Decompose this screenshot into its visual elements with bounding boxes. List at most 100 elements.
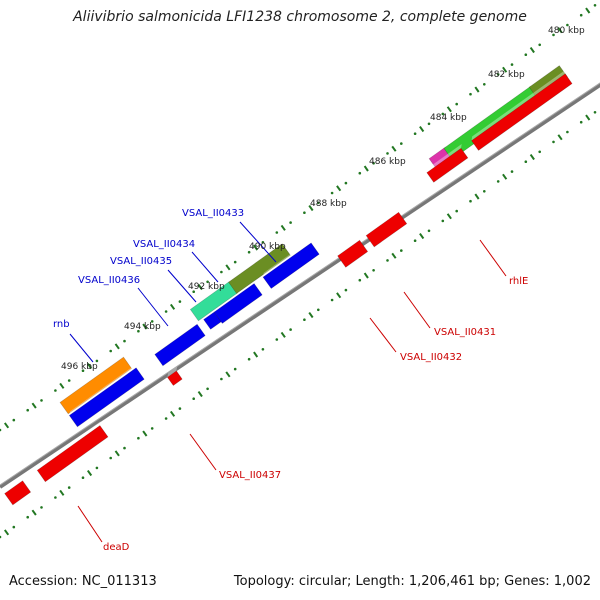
inner-ruler-tick — [142, 430, 148, 437]
inner-ruler-dot — [164, 417, 168, 420]
outer-ruler-dot — [54, 389, 57, 392]
inner-ruler-dot — [150, 427, 154, 430]
red-feature-box — [471, 73, 573, 151]
outer-ruler-tick — [391, 145, 397, 152]
VSAL-II0433-olive-box-bevel — [228, 239, 283, 283]
outer-ruler-dot — [247, 250, 251, 254]
inner-ruler-tick — [3, 529, 10, 536]
inner-ruler-dot — [0, 535, 2, 539]
VSAL-II0433-label: VSAL_II0433 — [182, 208, 244, 219]
tick-label-486-kbp: 486 kbp — [369, 157, 406, 167]
outer-ruler-tick — [86, 363, 93, 370]
VSAL-II0433-gene-box — [262, 242, 320, 289]
outer-ruler-tick — [114, 343, 120, 350]
outer-ruler-dot — [538, 43, 541, 47]
gene-labels: VSAL_II0433 VSAL_II0434 VSAL_II0435 VSAL_II… — [53, 208, 528, 553]
inner-ruler-dot — [579, 120, 583, 124]
deaD-gene-box-bevel — [37, 421, 101, 471]
rnb-orange-box-bevel — [60, 352, 125, 403]
inner-ruler-tick — [446, 213, 452, 220]
inner-ruler-dot — [455, 209, 459, 213]
outer-ruler-dot — [579, 13, 583, 17]
outer-ruler-tick — [280, 224, 286, 231]
outer-ruler-dot — [441, 112, 445, 116]
VSAL-II0435-label: VSAL_II0435 — [110, 256, 172, 267]
tick-label-484-kbp: 484 kbp — [430, 113, 467, 123]
inner-ruler-dot — [67, 486, 71, 489]
VSAL-II0433-gene-box-bevel — [263, 238, 312, 278]
rnb-gene-box-bevel — [69, 363, 137, 416]
inner-ruler-dot — [206, 387, 209, 391]
inner-ruler-tick — [363, 272, 369, 279]
inner-ruler-dot — [552, 140, 555, 144]
outer-ruler-dot — [26, 408, 30, 412]
outer-ruler-dot — [150, 320, 154, 323]
outer-ruler-dot — [593, 4, 597, 7]
VSAL-II0434-label: VSAL_II0434 — [133, 239, 195, 250]
inner-ruler-dot — [54, 496, 57, 499]
inner-ruler-dot — [344, 288, 348, 292]
inner-ruler-dot — [12, 525, 16, 529]
outer-ruler-dot — [137, 329, 140, 333]
outer-ruler-dot — [317, 201, 320, 205]
rhlE-leader — [479, 239, 507, 277]
inner-ruler-dot — [303, 318, 306, 322]
rhlE-red-box — [426, 147, 469, 183]
map-title: Aliivibrio salmonicida LFI1238 chromosom… — [73, 9, 527, 25]
outer-ruler-tick — [3, 422, 10, 429]
rhlE-magenta-box-bevel — [429, 142, 447, 159]
VSAL-II0434-gene-box — [213, 283, 263, 324]
inner-ruler-dot — [81, 476, 85, 480]
outer-ruler-tick — [419, 126, 425, 133]
inner-ruler-dot — [524, 160, 528, 163]
outer-ruler-dot — [496, 73, 500, 76]
outer-ruler-dot — [427, 122, 431, 126]
outer-ruler-dot — [123, 339, 126, 343]
outer-ruler-dot — [303, 211, 306, 214]
tick-label-480-kbp: 480 kbp — [548, 26, 585, 36]
inner-ruler-dot — [330, 298, 334, 302]
VSAL-II0437-gene-box — [166, 370, 183, 386]
inner-ruler-dot — [358, 278, 362, 282]
olive-feature-box-bevel — [529, 61, 560, 88]
VSAL-II0432-label: VSAL_II0432 — [400, 352, 462, 363]
outer-ruler-dot — [40, 399, 43, 402]
inner-ruler-tick — [114, 450, 120, 457]
outer-ruler-dot — [455, 102, 459, 106]
outer-ruler-dot — [400, 142, 403, 145]
VSAL-II0432-leader — [369, 317, 397, 353]
outer-ruler-dot — [372, 162, 375, 165]
inner-ruler-dot — [400, 249, 403, 252]
rnb-leader — [69, 333, 94, 363]
outer-ruler-dot — [289, 221, 292, 224]
VSAL-II0432-gene-box-bevel — [337, 236, 361, 256]
inner-ruler-dot — [247, 357, 251, 361]
tick-label-494-kbp: 494 kbp — [124, 322, 161, 332]
inner-ruler-dot — [483, 190, 486, 193]
deaD-gene-box — [36, 425, 109, 483]
inner-ruler-tick — [59, 489, 65, 496]
VSAL-II0436-label: VSAL_II0436 — [78, 275, 140, 286]
outer-ruler-tick — [169, 303, 176, 310]
deaD-leader — [77, 505, 103, 543]
tick-label-490-kbp: 490 kbp — [249, 242, 286, 252]
outer-ruler-tick — [31, 402, 37, 409]
inner-ruler-tick — [308, 312, 314, 319]
outer-ruler-tick — [529, 47, 535, 54]
outer-ruler-dot — [358, 171, 362, 175]
inner-ruler-tick — [391, 252, 397, 259]
deaD-label: deaD — [103, 542, 130, 553]
inner-ruler-tick — [169, 410, 176, 417]
outer-ruler-dot — [261, 241, 265, 244]
VSAL-II0434-leader — [191, 251, 219, 283]
outer-ruler-dot — [344, 181, 348, 185]
outer-ruler-dot — [330, 191, 334, 195]
outer-ruler-tick — [474, 86, 480, 93]
inner-ruler-tick — [225, 371, 231, 378]
VSAL-II0431-gene-box — [365, 211, 408, 248]
backbone — [0, 82, 600, 489]
rnb-orange-box — [59, 356, 133, 415]
inner-ruler-dot — [593, 111, 597, 114]
